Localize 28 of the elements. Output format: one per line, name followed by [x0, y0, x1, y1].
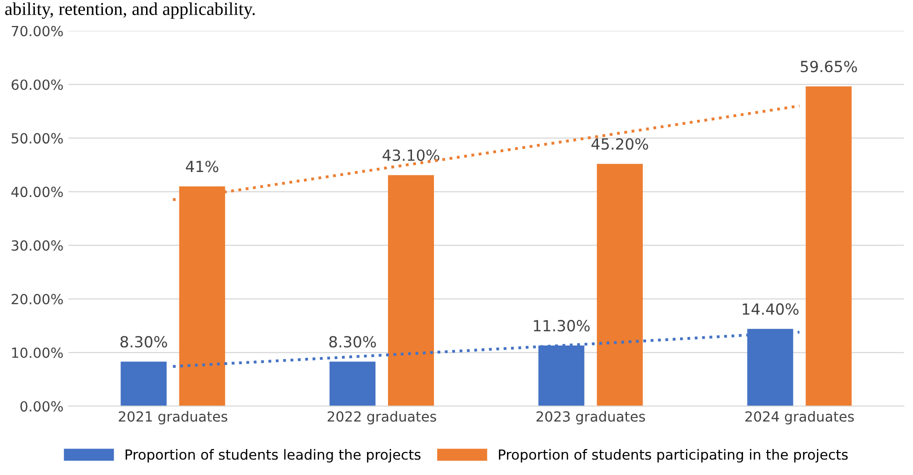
data-label: 14.40%: [742, 303, 798, 315]
y-tick-label: 70.00%: [12, 26, 63, 36]
y-tick-label: 60.00%: [12, 79, 63, 90]
y-tick-label: 30.00%: [12, 240, 63, 251]
x-tick-label: 2021 graduates: [118, 410, 228, 424]
text: ability, retention, and applicability.: [5, 2, 255, 19]
bar: [120, 362, 167, 406]
y-tick-label: 40.00%: [11, 186, 63, 198]
x-tick-label: 2022 graduates: [328, 410, 436, 424]
bar: [330, 362, 376, 406]
data-label: 45.20%: [591, 138, 648, 150]
y-tick-label: 20.00%: [12, 294, 63, 304]
data-label: 11.30%: [534, 320, 590, 332]
bar: [806, 86, 852, 406]
data-label: 41%: [186, 160, 218, 172]
data-label: 8.30%: [329, 336, 376, 348]
legend-label: Proportion of students leading the projects: [126, 449, 421, 462]
y-tick-label: 50.00%: [12, 133, 63, 144]
data-label: 59.65%: [800, 60, 857, 72]
y-tick-label: 10.00%: [12, 347, 63, 358]
x-tick-label: 2023 graduates: [536, 410, 645, 424]
bar: [596, 164, 643, 406]
data-label: 43.10%: [382, 149, 440, 162]
x-tick-label: 2024 graduates: [745, 410, 854, 424]
bar: [388, 175, 434, 406]
legend-label: Proportion of students participating in the projects: [498, 449, 848, 462]
data-label: 8.30%: [120, 336, 168, 348]
y-tick-label: 0.00%: [20, 401, 63, 412]
